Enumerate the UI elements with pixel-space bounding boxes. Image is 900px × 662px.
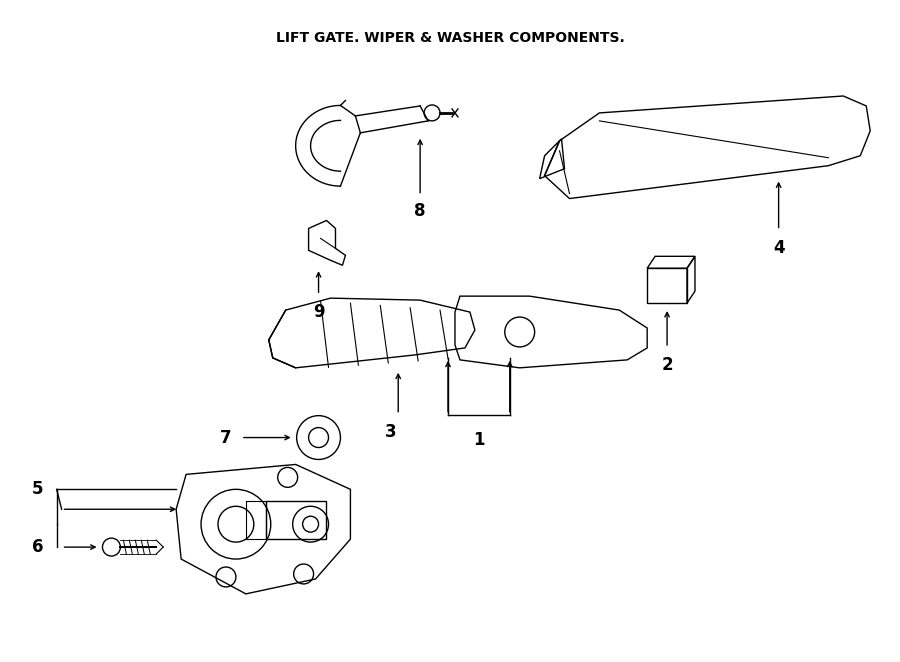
Text: 3: 3: [384, 422, 396, 441]
Text: 9: 9: [312, 303, 324, 321]
Text: 7: 7: [220, 428, 232, 447]
Text: 6: 6: [32, 538, 44, 556]
Text: 5: 5: [32, 481, 44, 498]
Text: LIFT GATE. WIPER & WASHER COMPONENTS.: LIFT GATE. WIPER & WASHER COMPONENTS.: [275, 31, 625, 45]
Text: 2: 2: [662, 356, 673, 374]
Text: 4: 4: [773, 240, 785, 258]
Text: 1: 1: [473, 430, 484, 449]
Text: 8: 8: [414, 201, 426, 220]
